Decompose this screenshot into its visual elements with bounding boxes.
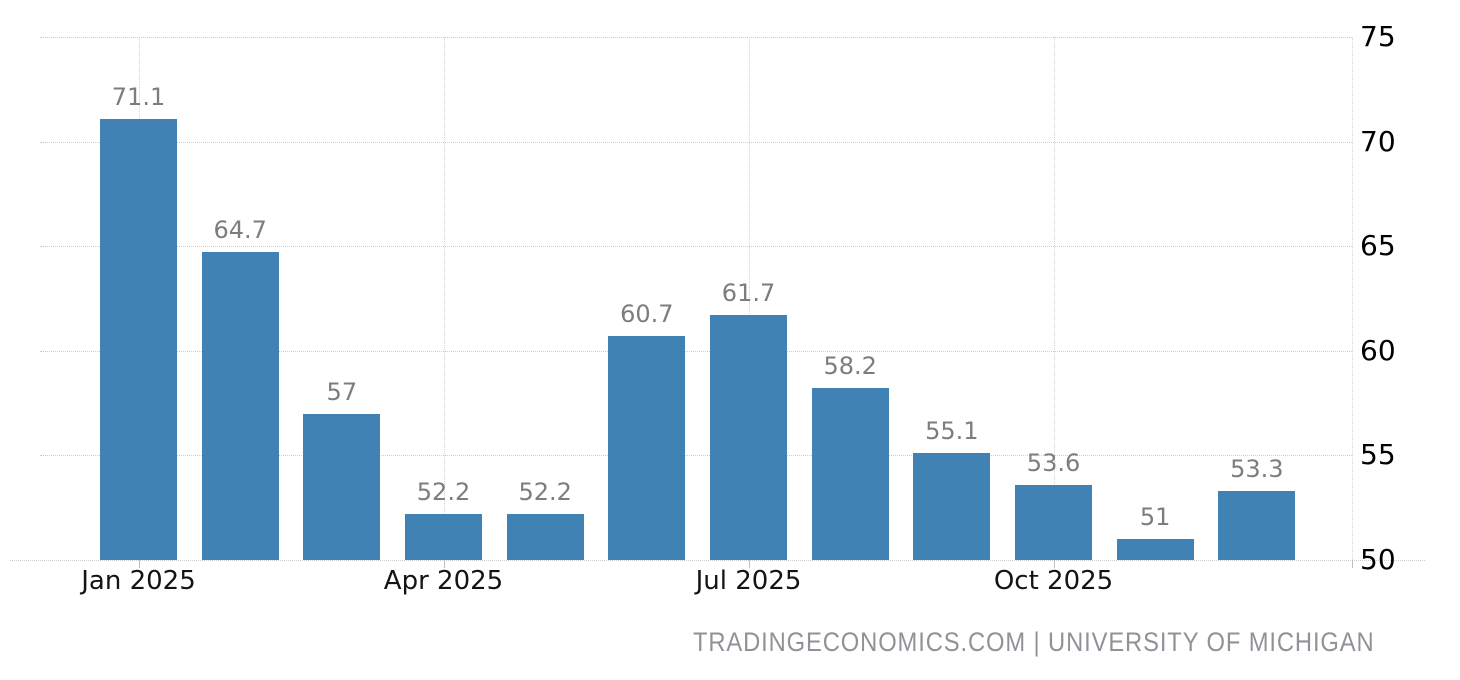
bar-value-label: 52.2 [518, 477, 572, 506]
bar-nov-2025[interactable] [1116, 539, 1194, 560]
bar-value-label: 60.7 [620, 300, 674, 329]
bar-oct-2025[interactable] [1015, 484, 1093, 560]
bar-sep-2025[interactable] [913, 453, 991, 560]
x-axis-baseline [10, 560, 1425, 561]
y-axis-tick-label: 60 [1360, 333, 1396, 367]
x-axis-tick [443, 560, 445, 568]
x-axis-tick [1352, 560, 1353, 568]
bar-value-label: 57 [326, 377, 358, 406]
bar-value-label: 61.7 [721, 279, 776, 308]
y-gridline [40, 37, 1352, 38]
x-gridline [443, 37, 445, 560]
x-axis-tick-label: Apr 2025 [383, 566, 504, 596]
y-gridline [40, 455, 1352, 457]
bar-value-label: 71.1 [111, 82, 166, 111]
x-axis-tick-label: Oct 2025 [993, 566, 1114, 596]
x-gridline [748, 37, 750, 560]
bar-value-label: 51 [1139, 503, 1171, 532]
x-axis-tick-label: Jul 2025 [695, 566, 802, 596]
bar-value-label: 55.1 [925, 417, 979, 446]
bar-jul-2025[interactable] [710, 315, 788, 560]
bar-value-label: 64.7 [213, 216, 267, 245]
y-gridline [40, 246, 1352, 248]
bar-mar-2025[interactable] [303, 413, 381, 560]
bar-value-label: 53.6 [1026, 448, 1081, 477]
bar-value-label: 52.2 [416, 477, 471, 506]
x-gridline [1053, 37, 1055, 560]
bar-apr-2025[interactable] [405, 513, 482, 560]
bar-jan-2025[interactable] [100, 118, 177, 560]
x-axis-tick [1053, 560, 1055, 568]
bar-value-label: 58.2 [823, 352, 877, 381]
bar-may-2025[interactable] [506, 513, 584, 560]
y-axis-tick-label: 75 [1360, 20, 1396, 53]
bar-value-label: 53.3 [1230, 454, 1284, 483]
y-gridline [40, 141, 1352, 143]
y-axis-tick-label: 65 [1360, 229, 1396, 263]
y-axis-tick-label: 70 [1360, 124, 1396, 158]
bar-dec-2025[interactable] [1218, 490, 1296, 560]
bar-aug-2025[interactable] [811, 388, 889, 560]
x-gridline [1352, 37, 1353, 560]
x-axis-tick [138, 560, 140, 568]
y-axis-tick-label: 55 [1360, 438, 1396, 472]
y-gridline [40, 350, 1352, 352]
y-axis-tick-label: 50 [1360, 543, 1396, 576]
bar-feb-2025[interactable] [201, 252, 279, 560]
x-axis-tick [748, 560, 750, 568]
bar-jun-2025[interactable] [608, 336, 686, 560]
source-attribution: TRADINGECONOMICS.COM | UNIVERSITY OF MIC… [693, 627, 1375, 657]
x-axis-tick-label: Jan 2025 [81, 566, 196, 596]
